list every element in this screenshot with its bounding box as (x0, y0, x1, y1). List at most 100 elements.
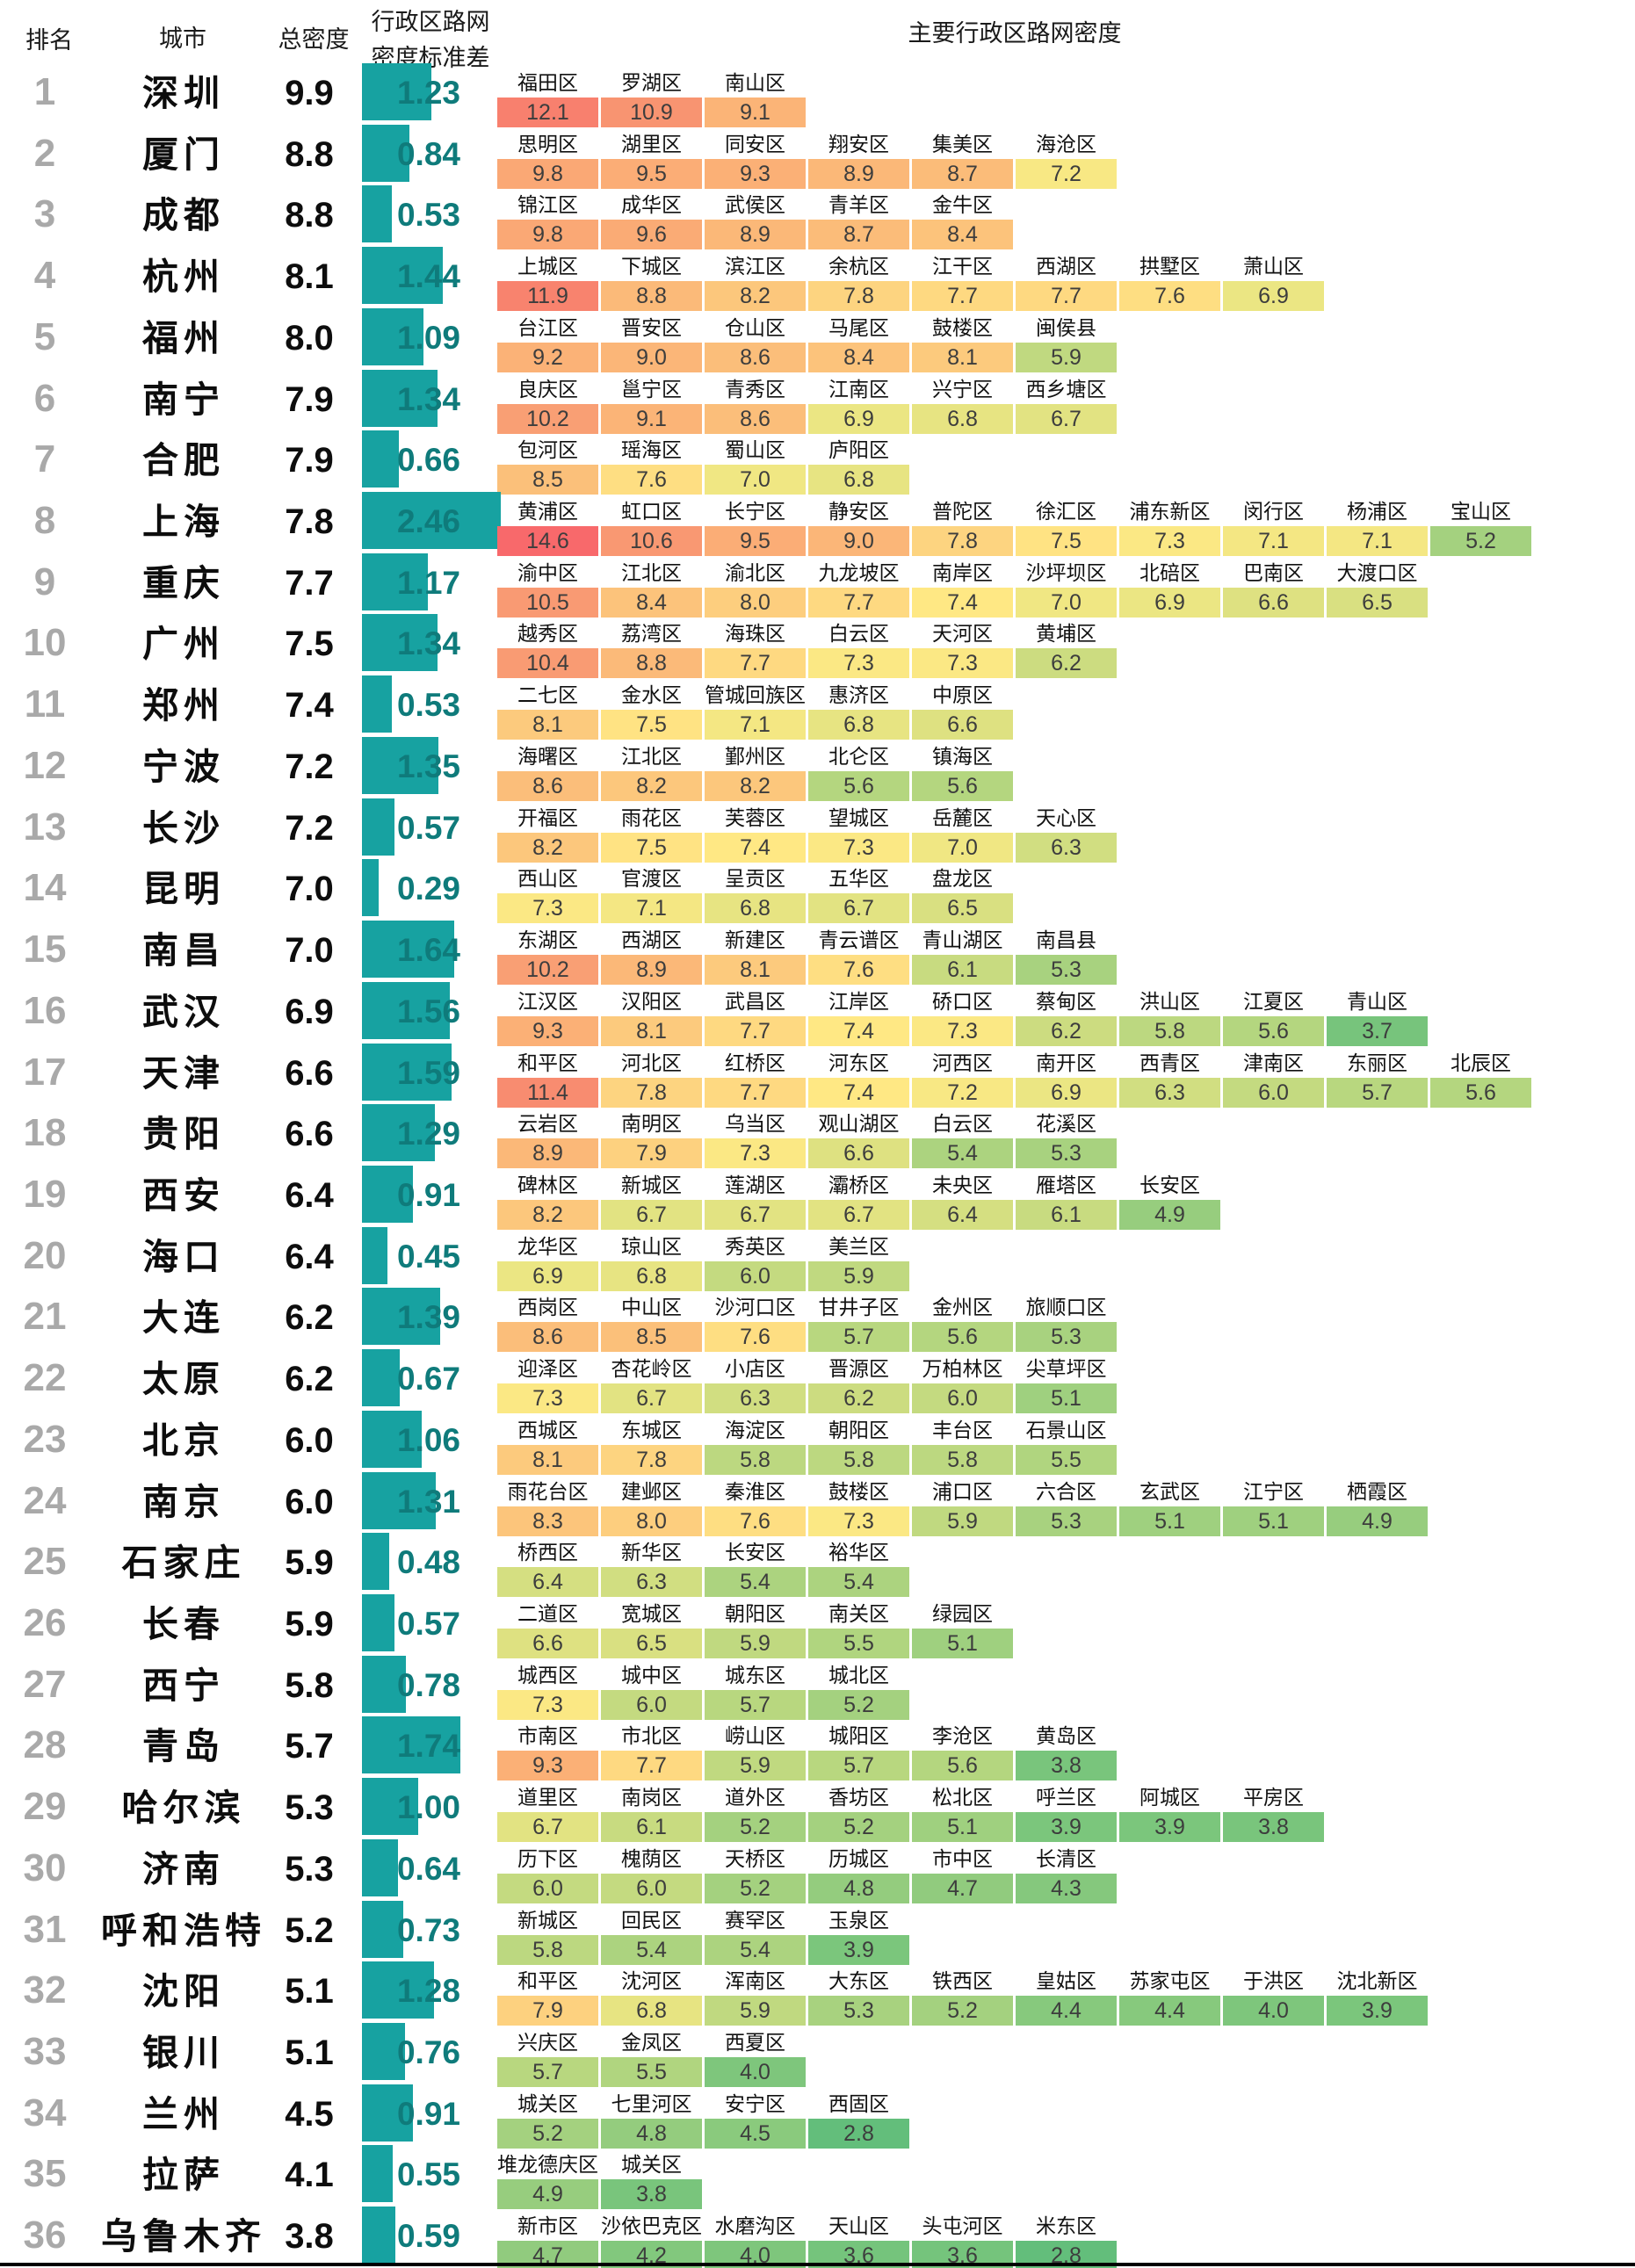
table-row: 21 大连 6.2 1.39 西岗区 8.6 中山区 8.5 沙河口区 7.6 甘井子区 5.… (0, 1286, 1635, 1352)
stddev-bar (362, 982, 450, 1039)
total-density-value: 5.2 (285, 1911, 334, 1950)
district-name: 望城区 (828, 806, 889, 829)
district-density-cell: 5.6 (1223, 1016, 1324, 1046)
stddev-value: 0.73 (396, 1912, 460, 1948)
district-density-cell: 8.1 (912, 343, 1013, 372)
district-name: 回民区 (621, 1909, 682, 1932)
rank-label: 27 (23, 1663, 67, 1706)
district-name: 沙坪坝区 (1025, 561, 1107, 584)
district-density-cell: 12.1 (497, 98, 598, 127)
stddev-bar (362, 308, 423, 365)
rank-label: 23 (23, 1418, 67, 1461)
district-density-cell: 5.4 (705, 1567, 806, 1597)
district-density-cell: 6.9 (1016, 1078, 1117, 1108)
rank-label: 35 (23, 2152, 67, 2195)
district-name: 市南区 (517, 1724, 578, 1747)
district-name: 西湖区 (1036, 255, 1096, 278)
district-name: 河西区 (932, 1051, 993, 1074)
district-density-cell: 5.9 (808, 1261, 909, 1291)
district-density-cell: 5.9 (705, 1629, 806, 1658)
district-name: 新建区 (725, 928, 785, 951)
district-name: 和平区 (517, 1969, 578, 1992)
district-name: 雨花区 (621, 806, 682, 829)
district-name: 西乡塘区 (1025, 378, 1107, 401)
total-density-value: 6.6 (285, 1115, 334, 1153)
district-density-cell: 7.3 (912, 1016, 1013, 1046)
district-density-cell: 3.9 (1327, 1996, 1428, 2026)
district-name: 二七区 (517, 683, 578, 706)
rank-label: 11 (24, 683, 66, 726)
district-name: 东湖区 (517, 928, 578, 951)
district-density-cell: 7.6 (705, 1506, 806, 1536)
total-density-value: 7.0 (285, 870, 334, 908)
district-density-cell: 8.4 (808, 343, 909, 372)
district-density-cell: 8.5 (497, 465, 598, 495)
district-name: 阿城区 (1139, 1786, 1200, 1809)
rank-label: 31 (23, 1908, 67, 1951)
district-density-cell: 5.8 (705, 1445, 806, 1475)
district-density-cell: 7.3 (1119, 526, 1220, 556)
district-density-cell: 3.8 (601, 2179, 702, 2209)
rank-label: 26 (23, 1601, 67, 1644)
total-density-value: 6.2 (285, 1360, 334, 1398)
district-name: 长安区 (725, 1541, 785, 1564)
district-name: 旅顺口区 (1025, 1296, 1107, 1318)
stddev-value: 1.39 (396, 1299, 460, 1335)
district-density-cell: 8.5 (601, 1322, 702, 1352)
district-name: 蜀山区 (725, 438, 785, 461)
district-name: 浑南区 (725, 1969, 785, 1992)
rank-label: 15 (23, 928, 67, 971)
rank-label: 4 (33, 254, 56, 297)
district-name: 东城区 (621, 1419, 682, 1441)
rank-label: 29 (23, 1785, 67, 1828)
district-name: 江北区 (621, 561, 682, 584)
district-name: 道外区 (725, 1786, 785, 1809)
district-density-cell: 7.3 (497, 1690, 598, 1720)
total-density-value: 7.2 (285, 809, 334, 848)
stddev-value: 1.34 (396, 381, 460, 417)
district-density-cell: 9.0 (808, 526, 909, 556)
district-name: 芙蓉区 (725, 806, 785, 829)
stddev-bar (362, 1594, 394, 1651)
district-name: 西固区 (828, 2092, 889, 2115)
district-density-cell: 7.4 (912, 588, 1013, 618)
total-density-value: 8.8 (285, 135, 334, 174)
city-label: 杭州 (142, 256, 225, 297)
district-density-cell: 5.3 (1016, 955, 1117, 985)
district-density-cell: 7.8 (601, 1078, 702, 1108)
district-density-cell: 9.5 (601, 159, 702, 189)
city-label: 厦门 (142, 134, 225, 175)
district-name: 未央区 (932, 1174, 993, 1196)
total-density-value: 4.5 (285, 2095, 334, 2134)
district-name: 西山区 (517, 867, 578, 890)
district-density-cell: 8.1 (705, 955, 806, 985)
district-density-cell: 6.6 (912, 710, 1013, 740)
district-name: 青秀区 (725, 378, 785, 401)
district-density-cell: 5.9 (1016, 343, 1117, 372)
district-name: 金水区 (621, 683, 682, 706)
stddev-bar (362, 370, 438, 427)
district-name: 南山区 (725, 71, 785, 94)
district-name: 江北区 (621, 745, 682, 768)
district-name: 瑶海区 (621, 438, 682, 461)
stddev-value: 0.57 (396, 1606, 460, 1642)
district-density-cell: 5.1 (1223, 1506, 1324, 1536)
table-row: 31 呼和浩特 5.2 0.73 新城区 5.8 回民区 5.4 赛罕区 5.4 玉泉区 3.… (0, 1899, 1635, 1965)
district-name: 呈贡区 (725, 867, 785, 890)
district-name: 南昌县 (1036, 928, 1096, 951)
stddev-bar (362, 2084, 413, 2142)
total-density-value: 7.9 (285, 441, 334, 480)
district-density-cell: 5.2 (808, 1690, 909, 1720)
table-row: 11 郑州 7.4 0.53 二七区 8.1 金水区 7.5 管城回族区 7.1 惠济区 6.… (0, 674, 1635, 740)
district-density-cell: 8.7 (808, 220, 909, 249)
district-name: 江岸区 (828, 990, 889, 1013)
column-header-rank: 排名 (25, 27, 73, 54)
stddev-bar (362, 1349, 400, 1406)
district-name: 铁西区 (932, 1969, 993, 1992)
stddev-bar (362, 553, 428, 610)
district-density-cell: 6.7 (601, 1200, 702, 1230)
district-density-cell: 9.2 (497, 343, 598, 372)
rank-label: 18 (23, 1111, 67, 1154)
district-density-cell: 8.2 (705, 771, 806, 801)
district-density-cell: 9.5 (705, 526, 806, 556)
